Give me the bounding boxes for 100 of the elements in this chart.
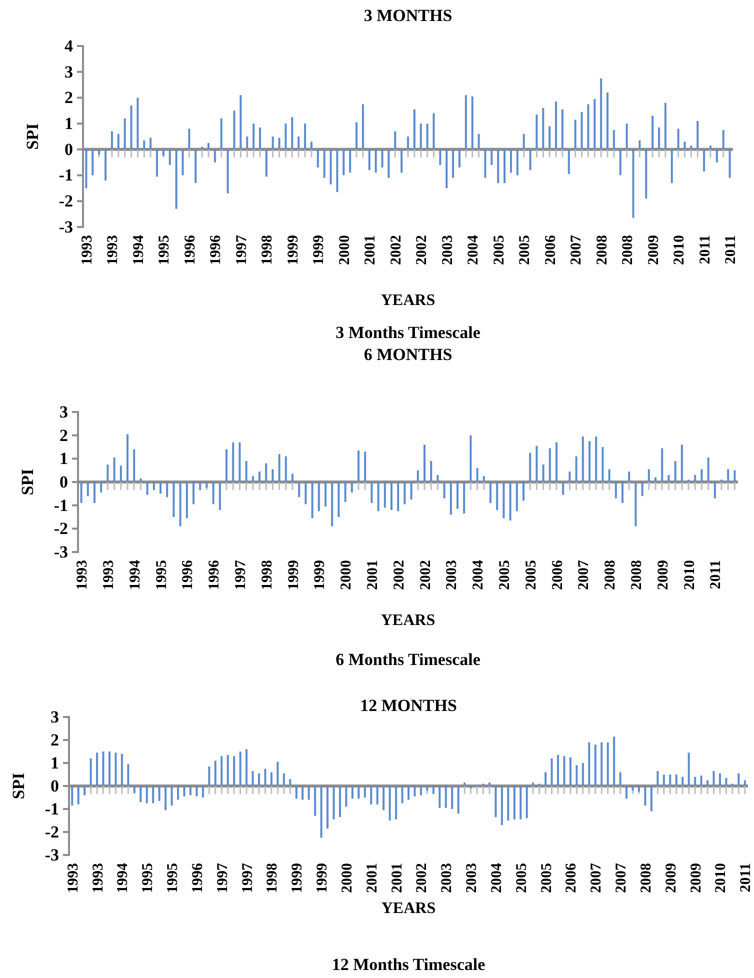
bar [680,444,683,482]
x-tick-label: 1993 [74,560,91,590]
bar [718,773,721,786]
y-tick-label: -2 [54,519,68,538]
bar [426,786,428,791]
chart-title: 6 MONTHS [364,345,452,364]
bar [614,482,617,498]
bar [644,786,646,806]
bar [140,786,142,802]
bar [544,772,547,786]
bar [404,482,406,504]
x-tick-label: 1994 [115,862,132,893]
x-tick-label: 1996 [206,560,223,590]
x-tick-label: 2007 [614,862,630,893]
y-tick-label: -1 [54,496,68,515]
bar [106,464,109,482]
bar [140,478,142,482]
bar [600,78,602,150]
x-tick-label: 2006 [564,862,580,893]
x-tick-label: 1993 [100,560,117,590]
x-tick-label: 2010 [682,560,698,590]
bar [722,130,724,150]
bar [504,149,506,184]
bar [516,482,518,512]
bar [314,786,316,816]
x-tick-label: 2011 [723,235,740,264]
bar [177,786,180,800]
bar [520,786,522,820]
bar [682,776,684,786]
bar [478,134,480,150]
bar [374,149,377,173]
x-tick-label: 2004 [470,560,487,590]
x-tick-label: 2010 [672,235,688,265]
bar [388,786,391,820]
bar [548,448,551,482]
bar [536,446,538,482]
y-tick-label: 4 [64,36,74,56]
y-tick-label: -3 [54,542,68,562]
x-tick-label: 2010 [713,863,730,893]
bar [120,754,123,786]
bar [690,146,692,150]
bar [569,757,572,786]
bar [526,786,528,818]
bar [463,482,466,514]
x-tick-label: 2008 [594,235,610,265]
bar [496,482,498,510]
x-tick-label: 1999 [314,863,331,893]
y-tick-label: 2 [64,88,73,108]
bar [458,149,460,168]
bar [709,146,712,150]
x-tick-label: 2007 [576,560,592,590]
bar [626,124,628,150]
x-tick-label: 1997 [214,862,231,893]
bar [114,752,117,786]
bar [368,149,370,170]
bar [168,149,171,165]
x-tick-label: 2005 [496,560,513,590]
bar [304,482,307,504]
x-tick-label: 1993 [65,863,82,893]
bar [490,482,492,503]
x-tick-label: 1999 [286,560,302,590]
bar [650,786,652,812]
bar [557,754,560,786]
x-tick-label: 2000 [338,560,355,590]
bar [166,482,168,498]
bar [482,476,485,482]
bar [351,786,354,799]
bar [390,482,392,510]
bar [738,773,740,786]
bar [196,786,198,796]
bar [728,149,731,178]
bar [156,149,158,177]
bar [652,116,654,150]
bar [102,752,104,786]
bar [658,127,660,150]
bar [276,762,279,786]
bar [345,786,348,807]
bar [634,482,637,526]
bar [490,149,493,165]
bar [622,482,624,503]
bar [684,142,686,150]
bar [516,149,518,176]
bar [170,786,173,806]
bar [575,456,578,482]
bar [136,98,139,150]
bar [331,482,334,526]
bar [484,149,486,178]
bar [457,786,460,814]
bar [232,442,234,482]
bar [744,780,746,786]
bar [555,102,558,150]
bar [727,469,730,482]
bar [246,136,248,150]
bar [376,786,378,804]
x-tick-label: 2004 [466,234,482,265]
bar [220,756,223,786]
bar [284,456,287,482]
y-tick-label: 1 [50,753,59,772]
x-tick-label: 2008 [620,235,636,265]
bar [86,482,89,496]
